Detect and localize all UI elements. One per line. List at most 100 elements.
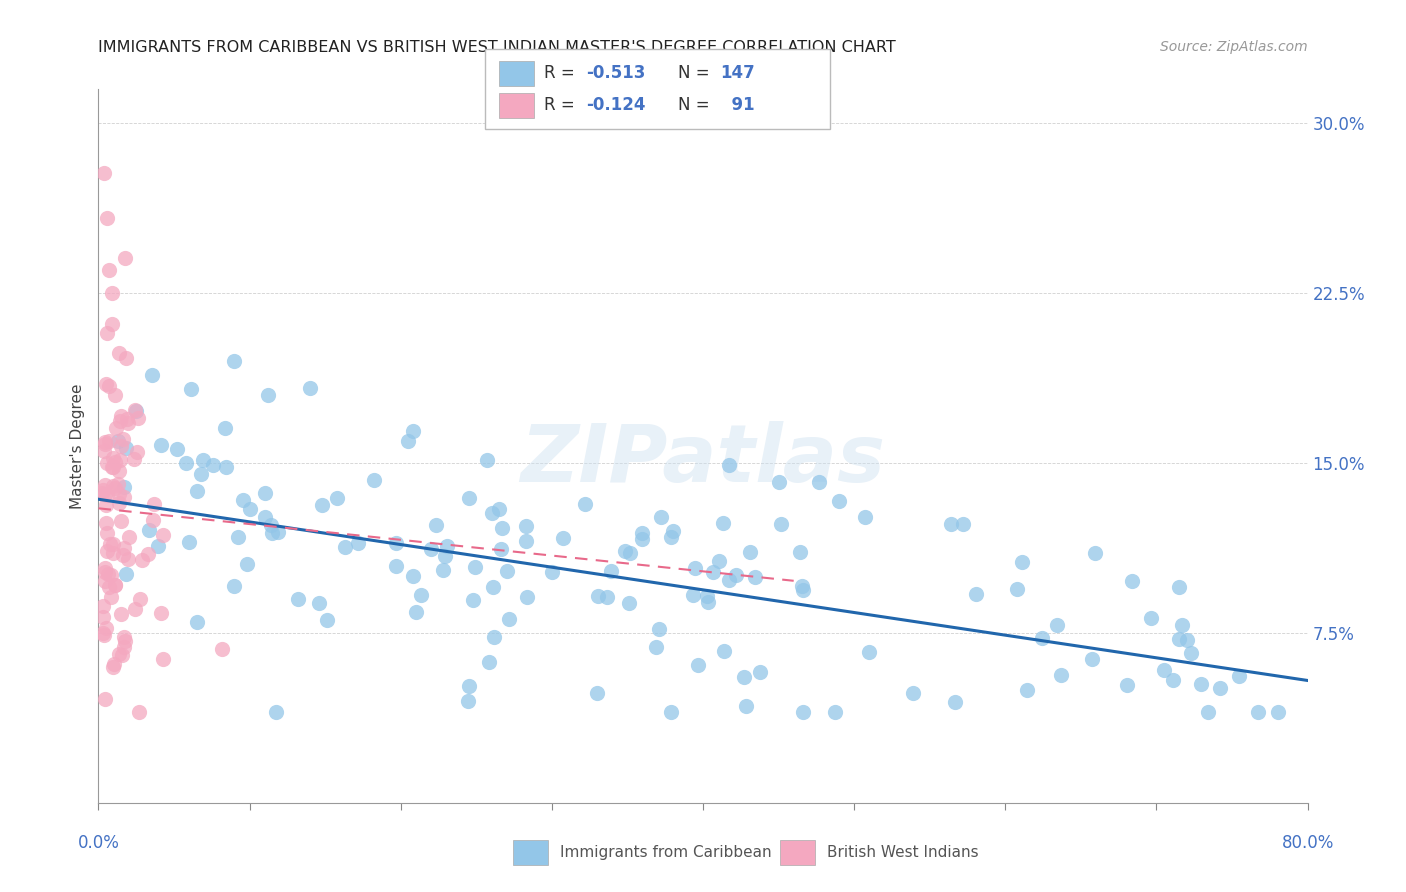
- Point: [853, 509, 876, 524]
- Point: [574, 497, 596, 511]
- Point: [94, 565, 117, 579]
- Point: [105, 421, 128, 435]
- Point: [224, 354, 246, 368]
- Point: [108, 452, 131, 467]
- Point: [1153, 663, 1175, 677]
- Point: [98, 263, 121, 277]
- Point: [789, 545, 811, 559]
- Point: [482, 580, 505, 594]
- Point: [688, 658, 710, 673]
- Point: [138, 523, 160, 537]
- Point: [617, 596, 640, 610]
- Point: [91, 626, 114, 640]
- Point: [186, 483, 208, 498]
- Point: [516, 591, 538, 605]
- Point: [1080, 652, 1102, 666]
- Point: [733, 670, 755, 684]
- Point: [114, 251, 136, 265]
- Point: [112, 541, 135, 556]
- Point: [94, 437, 117, 451]
- Point: [792, 583, 814, 598]
- Point: [104, 455, 127, 469]
- Point: [103, 459, 125, 474]
- Point: [595, 591, 617, 605]
- Point: [484, 630, 506, 644]
- Point: [141, 368, 163, 383]
- Point: [124, 403, 146, 417]
- Point: [96, 211, 118, 226]
- Point: [104, 481, 127, 495]
- Point: [1045, 618, 1067, 632]
- Text: -0.513: -0.513: [586, 64, 645, 82]
- Point: [94, 477, 117, 491]
- Point: [186, 615, 208, 630]
- Point: [117, 552, 139, 566]
- Point: [491, 521, 513, 535]
- Point: [308, 596, 330, 610]
- Point: [792, 705, 814, 719]
- Point: [97, 434, 120, 449]
- Point: [1005, 582, 1028, 597]
- Point: [149, 606, 172, 620]
- Point: [744, 570, 766, 584]
- Point: [828, 493, 851, 508]
- Point: [115, 566, 138, 581]
- Point: [411, 588, 433, 602]
- Point: [541, 565, 564, 579]
- Point: [177, 535, 200, 549]
- Point: [1227, 669, 1250, 683]
- Point: [458, 491, 481, 506]
- Point: [1050, 667, 1073, 681]
- Point: [1168, 632, 1191, 646]
- Point: [735, 698, 758, 713]
- Point: [96, 376, 118, 391]
- Point: [114, 441, 136, 455]
- Point: [94, 621, 117, 635]
- Point: [94, 498, 117, 512]
- Point: [112, 640, 135, 654]
- Point: [98, 379, 121, 393]
- Point: [326, 491, 349, 505]
- Point: [111, 432, 134, 446]
- Point: [1180, 646, 1202, 660]
- Point: [498, 612, 520, 626]
- Point: [260, 517, 283, 532]
- Point: [333, 540, 356, 554]
- Point: [858, 645, 880, 659]
- Point: [682, 588, 704, 602]
- Point: [107, 464, 129, 478]
- Point: [191, 452, 214, 467]
- Point: [432, 563, 454, 577]
- Point: [1116, 678, 1139, 692]
- Point: [114, 634, 136, 648]
- Point: [488, 502, 510, 516]
- Point: [93, 166, 115, 180]
- Point: [111, 548, 134, 562]
- Point: [96, 456, 118, 470]
- Point: [630, 525, 652, 540]
- Point: [586, 686, 609, 700]
- Point: [110, 409, 132, 423]
- Point: [100, 567, 122, 582]
- Point: [110, 514, 132, 528]
- Point: [108, 495, 131, 509]
- Point: [939, 516, 962, 531]
- Point: [287, 591, 309, 606]
- Point: [232, 493, 254, 508]
- Text: Source: ZipAtlas.com: Source: ZipAtlas.com: [1160, 40, 1308, 54]
- Point: [683, 561, 706, 575]
- Point: [180, 382, 202, 396]
- Point: [236, 557, 259, 571]
- Point: [903, 686, 925, 700]
- Point: [111, 648, 134, 662]
- Point: [112, 490, 135, 504]
- Point: [702, 565, 724, 579]
- Point: [475, 453, 498, 467]
- Point: [101, 450, 124, 465]
- Point: [1161, 673, 1184, 688]
- Point: [110, 607, 132, 621]
- Point: [1084, 545, 1107, 559]
- Point: [599, 565, 621, 579]
- Text: N =: N =: [678, 96, 714, 114]
- Point: [100, 460, 122, 475]
